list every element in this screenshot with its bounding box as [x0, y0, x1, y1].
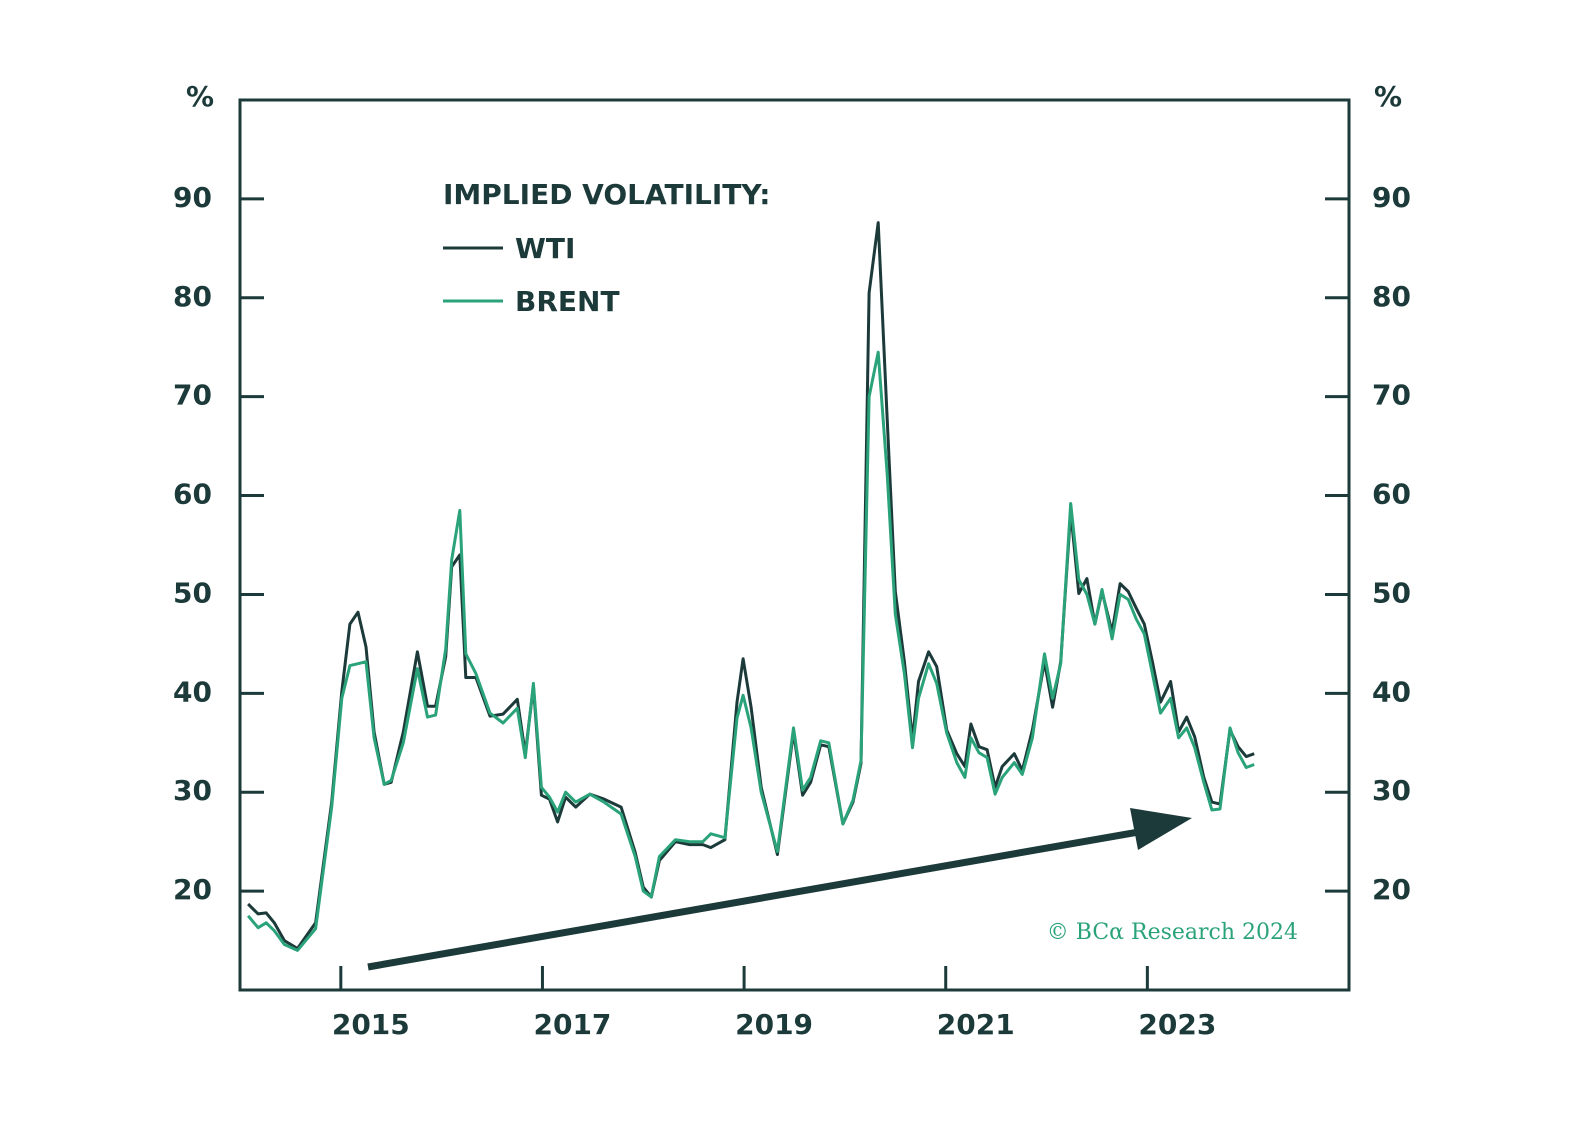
x-tick-label: 2023 [1138, 1008, 1216, 1041]
y2-tick-label: 60 [1372, 478, 1411, 511]
y2-tick-label: 20 [1372, 873, 1411, 906]
source: © BCα Research 2024 [1047, 920, 1298, 945]
x-tick-label: 2019 [735, 1008, 813, 1041]
y2-tick-label: 50 [1372, 576, 1411, 609]
series-line [246, 350, 1255, 952]
legend-label: WTI [515, 232, 575, 265]
y2-tick-label: 90 [1372, 181, 1411, 214]
x-tick-label: 2015 [332, 1008, 410, 1041]
y2-unit: % [1374, 80, 1402, 113]
y2-tick-label: 30 [1372, 774, 1411, 807]
y-tick-label: 30 [173, 774, 212, 807]
legend-label: BRENT [515, 285, 620, 318]
y-tick-label: 40 [173, 675, 212, 708]
y-tick-label: 50 [173, 576, 212, 609]
y-tick-label: 20 [173, 873, 212, 906]
x-tick-label: 2017 [533, 1008, 611, 1041]
y-tick-label: 60 [173, 478, 212, 511]
y-tick-label: 70 [173, 379, 212, 412]
legend-title: IMPLIED VOLATILITY: [443, 178, 770, 211]
y2-tick-label: 70 [1372, 379, 1411, 412]
y-tick-label: 80 [173, 280, 212, 313]
y2-tick-label: 80 [1372, 280, 1411, 313]
y-tick-label: 90 [173, 181, 212, 214]
y2-tick-label: 40 [1372, 675, 1411, 708]
plot-frame [238, 98, 1351, 992]
y-unit: % [186, 80, 214, 113]
x-tick-label: 2021 [937, 1008, 1015, 1041]
trend-arrow [367, 808, 1192, 971]
